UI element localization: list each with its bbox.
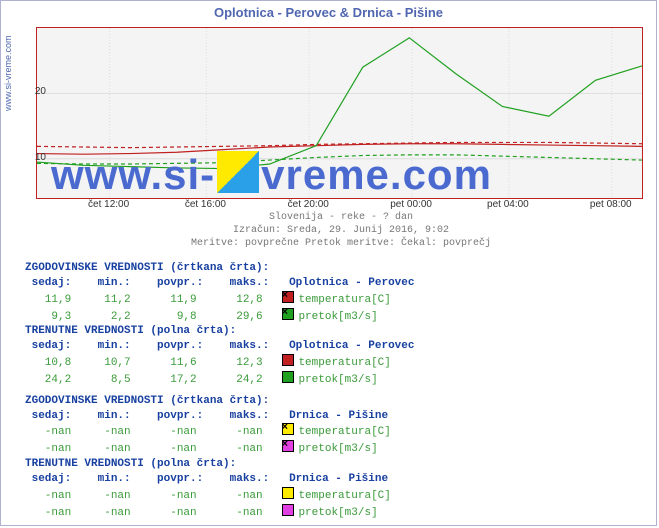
column-headers: sedaj: min.: povpr.: maks.: Oplotnica - … xyxy=(25,276,414,291)
legend-label: pretok[m3/s] xyxy=(298,443,377,455)
legend-swatch xyxy=(282,504,294,516)
legend-label: temperatura[C] xyxy=(298,294,390,306)
site-link-vertical[interactable]: www.si-vreme.com xyxy=(3,35,13,111)
table-row: -nan -nan -nan -nan temperatura[C] xyxy=(25,487,414,504)
legend-label: pretok[m3/s] xyxy=(298,374,377,386)
legend-label: pretok[m3/s] xyxy=(298,311,377,323)
station-name: Drnica - Pišine xyxy=(289,473,388,485)
section-header: ZGODOVINSKE VREDNOSTI (črtkana črta): xyxy=(25,394,414,409)
chart-title: Oplotnica - Perovec & Drnica - Pišine xyxy=(1,1,656,20)
legend-swatch: × xyxy=(282,423,294,435)
x-tick-label: čet 12:00 xyxy=(88,199,129,210)
series-oplotnica-pretok-hist xyxy=(37,155,642,164)
table-row: -nan -nan -nan -nan pretok[m3/s] xyxy=(25,504,414,521)
x-tick-label: pet 00:00 xyxy=(390,199,432,210)
station-name: Oplotnica - Perovec xyxy=(289,277,414,289)
legend-swatch xyxy=(282,354,294,366)
table-row: 11,9 11,2 11,9 12,8 ×temperatura[C] xyxy=(25,291,414,308)
station-name: Drnica - Pišine xyxy=(289,410,388,422)
chart-caption: Slovenija - reke - ? dan Izračun: Sreda,… xyxy=(151,211,531,250)
legend-label: pretok[m3/s] xyxy=(298,507,377,519)
x-tick-label: čet 20:00 xyxy=(288,199,329,210)
chart-plot-area xyxy=(36,27,643,199)
table-row: -nan -nan -nan -nan ×pretok[m3/s] xyxy=(25,440,414,457)
table-row: -nan -nan -nan -nan ×temperatura[C] xyxy=(25,423,414,440)
table-row: 24,2 8,5 17,2 24,2 pretok[m3/s] xyxy=(25,371,414,388)
legend-label: temperatura[C] xyxy=(298,490,390,502)
legend-swatch: × xyxy=(282,291,294,303)
legend-label: temperatura[C] xyxy=(298,426,390,438)
caption-line-3: Meritve: povprečne Pretok meritve: Čekal… xyxy=(151,237,531,250)
column-headers: sedaj: min.: povpr.: maks.: Drnica - Piš… xyxy=(25,409,414,424)
caption-line-2: Izračun: Sreda, 29. Junij 2016, 9:02 xyxy=(151,224,531,237)
section-header: TRENUTNE VREDNOSTI (polna črta): xyxy=(25,324,414,339)
x-tick-label: čet 16:00 xyxy=(185,199,226,210)
chart-frame: www.si-vreme.com Oplotnica - Perovec & D… xyxy=(0,0,657,526)
series-oplotnica-pretok-now xyxy=(37,38,642,169)
station-name: Oplotnica - Perovec xyxy=(289,340,414,352)
x-tick-label: pet 04:00 xyxy=(487,199,529,210)
column-headers: sedaj: min.: povpr.: maks.: Drnica - Piš… xyxy=(25,472,414,487)
series-oplotnica-temp-now xyxy=(37,144,642,154)
y-tick-label: 20 xyxy=(35,86,46,97)
section-header: TRENUTNE VREDNOSTI (polna črta): xyxy=(25,457,414,472)
table-row: 10,8 10,7 11,6 12,3 temperatura[C] xyxy=(25,354,414,371)
data-tables: ZGODOVINSKE VREDNOSTI (črtkana črta): se… xyxy=(25,261,414,527)
chart-svg xyxy=(37,28,642,198)
legend-swatch xyxy=(282,371,294,383)
caption-line-1: Slovenija - reke - ? dan xyxy=(151,211,531,224)
table-row: 9,3 2,2 9,8 29,6 ×pretok[m3/s] xyxy=(25,308,414,325)
legend-label: temperatura[C] xyxy=(298,357,390,369)
legend-swatch: × xyxy=(282,308,294,320)
y-tick-label: 10 xyxy=(35,152,46,163)
legend-swatch: × xyxy=(282,440,294,452)
legend-swatch xyxy=(282,487,294,499)
x-tick-label: pet 08:00 xyxy=(590,199,632,210)
column-headers: sedaj: min.: povpr.: maks.: Oplotnica - … xyxy=(25,339,414,354)
section-header: ZGODOVINSKE VREDNOSTI (črtkana črta): xyxy=(25,261,414,276)
